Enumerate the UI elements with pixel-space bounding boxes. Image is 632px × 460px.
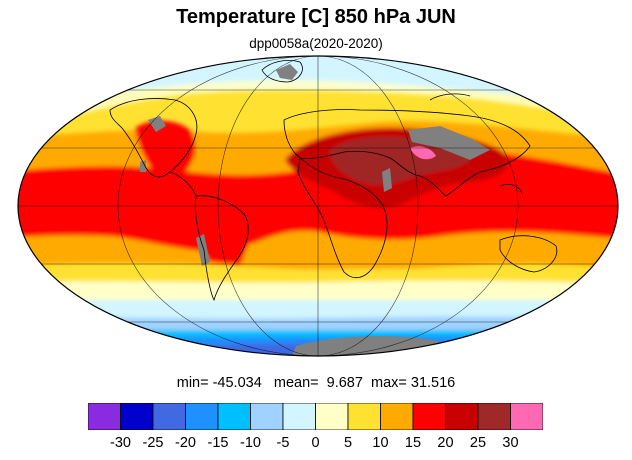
colorbar-swatch xyxy=(282,403,316,430)
coastlines xyxy=(109,60,558,302)
colorbar-swatch xyxy=(380,403,414,430)
colorbar-tick-label: -20 xyxy=(175,435,196,451)
colorbar-tick-label: -10 xyxy=(240,435,261,451)
colorbar-tick-label: 20 xyxy=(437,435,454,451)
colorbar-swatch xyxy=(412,403,446,430)
colorbar-tick-label: -15 xyxy=(207,435,229,451)
world-temperature-map xyxy=(17,55,619,357)
colorbar-swatch xyxy=(185,403,219,430)
colorbar-tick-label: 30 xyxy=(502,435,519,451)
globe-outline xyxy=(17,55,619,357)
colorbar-tick-label: -30 xyxy=(110,435,131,451)
colorbar-labels: -30 -25 -20 -15 -10 -5 0 5 10 15 20 25 30 xyxy=(0,435,632,455)
colorbar-tick-label: 0 xyxy=(311,435,320,451)
colorbar-tick-label: -5 xyxy=(276,435,290,451)
colorbar-swatch xyxy=(250,403,284,430)
colorbar-swatch xyxy=(217,403,251,430)
temperature-field xyxy=(18,56,618,356)
colorbar-swatch xyxy=(152,403,186,430)
colorbar-swatch xyxy=(120,403,154,430)
colorbar-swatch xyxy=(315,403,349,430)
plot-title: Temperature [C] 850 hPa JUN xyxy=(176,6,456,28)
colorbar-swatch xyxy=(510,403,543,430)
colorbar-tick-label: -25 xyxy=(142,435,164,451)
colorbar xyxy=(88,403,543,430)
colorbar-tick-label: 10 xyxy=(372,435,389,451)
colorbar-swatch xyxy=(347,403,381,430)
stats-line: min= -45.034 mean= 9.687 max= 31.516 xyxy=(176,375,456,391)
colorbar-tick-label: 5 xyxy=(343,435,353,451)
colorbar-swatch xyxy=(477,403,511,430)
colorbar-swatch xyxy=(88,403,121,430)
colorbar-tick-label: 15 xyxy=(404,435,422,451)
plot-subtitle: dpp0058a(2020-2020) xyxy=(249,36,383,51)
colorbar-swatch xyxy=(445,403,479,430)
hot-spot-tibet xyxy=(410,146,436,160)
colorbar-tick-label: 25 xyxy=(469,435,487,451)
